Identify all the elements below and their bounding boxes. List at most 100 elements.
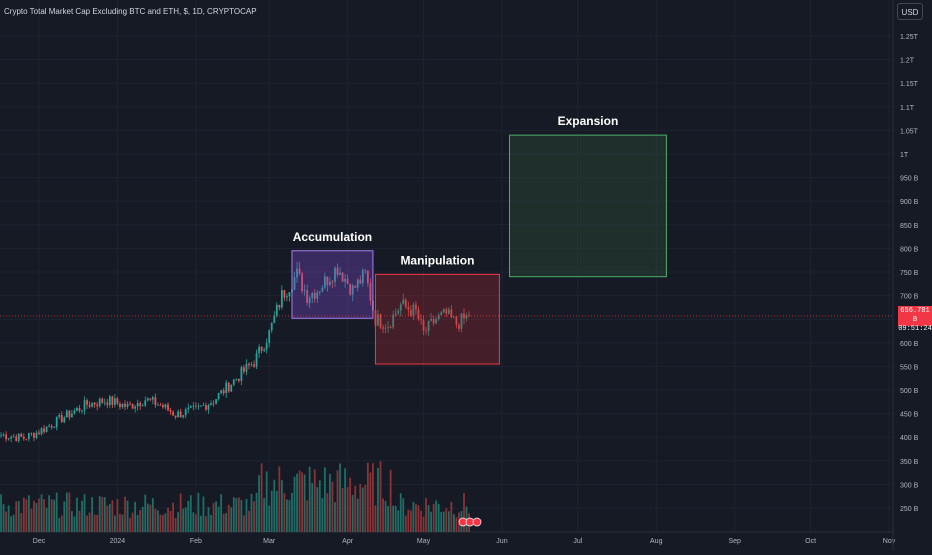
candle-body bbox=[349, 283, 352, 295]
candle-body bbox=[141, 405, 144, 407]
candle-body bbox=[48, 425, 51, 427]
y-tick-label: 1.1T bbox=[900, 105, 915, 112]
candle-body bbox=[293, 277, 296, 290]
volume-bar bbox=[313, 469, 316, 532]
x-tick-label: May bbox=[417, 538, 431, 545]
volume-bar bbox=[0, 494, 2, 532]
x-tick-label: Dec bbox=[33, 538, 46, 545]
volume-bar bbox=[232, 497, 235, 532]
candle-body bbox=[172, 412, 174, 416]
candle-body bbox=[131, 403, 134, 409]
volume-bar bbox=[83, 494, 86, 532]
volume-bar bbox=[230, 507, 233, 532]
x-tick-label: Sep bbox=[728, 538, 741, 545]
volume-bar bbox=[420, 510, 422, 532]
annotation-manipulation: Manipulation bbox=[374, 253, 500, 365]
candle-body bbox=[382, 327, 384, 329]
x-tick-label: Oct bbox=[805, 538, 816, 545]
volume-bar bbox=[215, 501, 217, 532]
volume-bar bbox=[149, 504, 152, 532]
volume-bar bbox=[369, 472, 372, 532]
volume-bar bbox=[306, 500, 309, 532]
volume-bar bbox=[48, 495, 51, 532]
currency-button[interactable]: USD bbox=[897, 3, 923, 20]
volume-bar bbox=[402, 498, 405, 532]
candle-body bbox=[237, 378, 240, 381]
x-tick-label: Feb bbox=[190, 538, 202, 545]
volume-bar bbox=[339, 463, 341, 532]
volume-bar bbox=[359, 483, 362, 532]
candle-body bbox=[63, 417, 66, 423]
volume-bar bbox=[167, 507, 169, 532]
volume-bar bbox=[389, 469, 392, 532]
volume-bar bbox=[275, 490, 278, 532]
candle-body bbox=[225, 382, 228, 394]
candle-body bbox=[253, 364, 255, 367]
candle-body bbox=[326, 276, 329, 285]
candle-body bbox=[243, 367, 245, 372]
volume-bar bbox=[334, 502, 336, 532]
y-tick-label: 350 B bbox=[900, 459, 919, 466]
candle-body bbox=[200, 405, 202, 407]
candle-body bbox=[417, 309, 420, 320]
volume-bars bbox=[0, 461, 470, 532]
volume-bar bbox=[422, 516, 425, 532]
candle-body bbox=[313, 292, 316, 299]
volume-bar bbox=[278, 466, 281, 532]
candle-body bbox=[88, 404, 91, 407]
candle-body bbox=[465, 315, 468, 319]
candle-body bbox=[136, 403, 139, 407]
volume-bar bbox=[427, 505, 430, 532]
candle-body bbox=[334, 267, 336, 282]
candle-body bbox=[162, 405, 164, 408]
candle-body bbox=[53, 427, 56, 429]
volume-bar bbox=[331, 481, 334, 532]
y-tick-label: 1.05T bbox=[900, 128, 919, 135]
volume-bar bbox=[174, 517, 177, 532]
candle-body bbox=[351, 285, 354, 295]
volume-bar bbox=[169, 510, 172, 532]
volume-bar bbox=[245, 498, 248, 532]
candle-body bbox=[58, 414, 61, 417]
candle-body bbox=[81, 410, 83, 412]
volume-bar bbox=[263, 498, 266, 532]
volume-bar bbox=[450, 501, 453, 532]
candle-body bbox=[71, 413, 73, 418]
volume-bar bbox=[108, 504, 111, 532]
candle-body bbox=[404, 299, 407, 307]
volume-bar bbox=[40, 494, 43, 532]
volume-bar bbox=[288, 500, 291, 532]
candle-body bbox=[354, 285, 357, 288]
candle-body bbox=[7, 438, 10, 440]
candle-body bbox=[316, 292, 319, 299]
volume-bar bbox=[210, 515, 212, 532]
volume-bar bbox=[157, 510, 159, 532]
candle-body bbox=[420, 319, 422, 321]
volume-bar bbox=[134, 501, 137, 532]
candle-body bbox=[468, 315, 470, 317]
candle-body bbox=[157, 404, 159, 406]
candle-body bbox=[447, 309, 450, 314]
candle-body bbox=[207, 405, 210, 410]
y-tick-label: 800 B bbox=[900, 246, 919, 253]
annotation-box bbox=[509, 134, 667, 278]
volume-bar bbox=[258, 475, 260, 532]
volume-bar bbox=[397, 510, 400, 532]
candle-body bbox=[361, 269, 364, 284]
volume-bar bbox=[103, 497, 106, 532]
candle-body bbox=[240, 367, 243, 381]
volume-bar bbox=[417, 505, 420, 532]
candle-body bbox=[179, 411, 182, 418]
volume-bar bbox=[379, 461, 382, 532]
candle-body bbox=[15, 436, 18, 442]
volume-bar bbox=[225, 513, 228, 532]
candle-body bbox=[2, 434, 5, 436]
volume-bar bbox=[248, 510, 250, 532]
candle-body bbox=[146, 398, 149, 401]
volume-bar bbox=[321, 498, 324, 532]
candle-body bbox=[151, 397, 154, 400]
volume-bar bbox=[280, 480, 283, 532]
volume-bar bbox=[86, 515, 88, 532]
candle-body bbox=[369, 283, 372, 301]
